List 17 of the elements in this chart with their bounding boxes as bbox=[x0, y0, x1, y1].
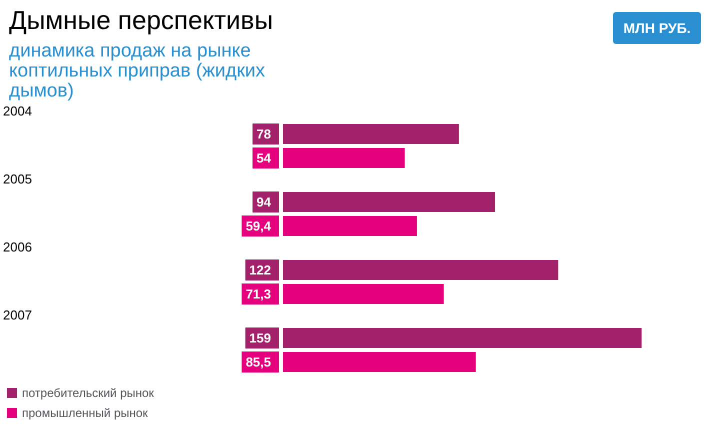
chart-title: Дымные перспективы bbox=[9, 5, 274, 35]
data-label: 59,4 bbox=[246, 218, 272, 234]
y-tick-label: 2006 bbox=[3, 240, 32, 254]
data-label: 122 bbox=[249, 262, 271, 278]
y-tick-label: 2005 bbox=[3, 172, 32, 186]
y-tick-label: 2004 bbox=[3, 104, 32, 118]
text: МЛН РУБ. bbox=[623, 20, 691, 36]
legend-label: промышленный рынок bbox=[22, 406, 149, 420]
chart-subtitle: динамика продаж на рынке коптильных приправ (жидких дымов) bbox=[9, 40, 270, 102]
data-label: 71,3 bbox=[246, 286, 271, 302]
legend-label: потребительский рынок bbox=[22, 386, 155, 400]
y-tick-label: 2007 bbox=[3, 308, 32, 322]
data-label: 159 bbox=[249, 330, 271, 346]
data-label: 94 bbox=[256, 194, 272, 210]
data-label: 78 bbox=[256, 126, 271, 142]
data-label: 54 bbox=[256, 150, 272, 166]
data-label: 85,5 bbox=[246, 354, 271, 370]
